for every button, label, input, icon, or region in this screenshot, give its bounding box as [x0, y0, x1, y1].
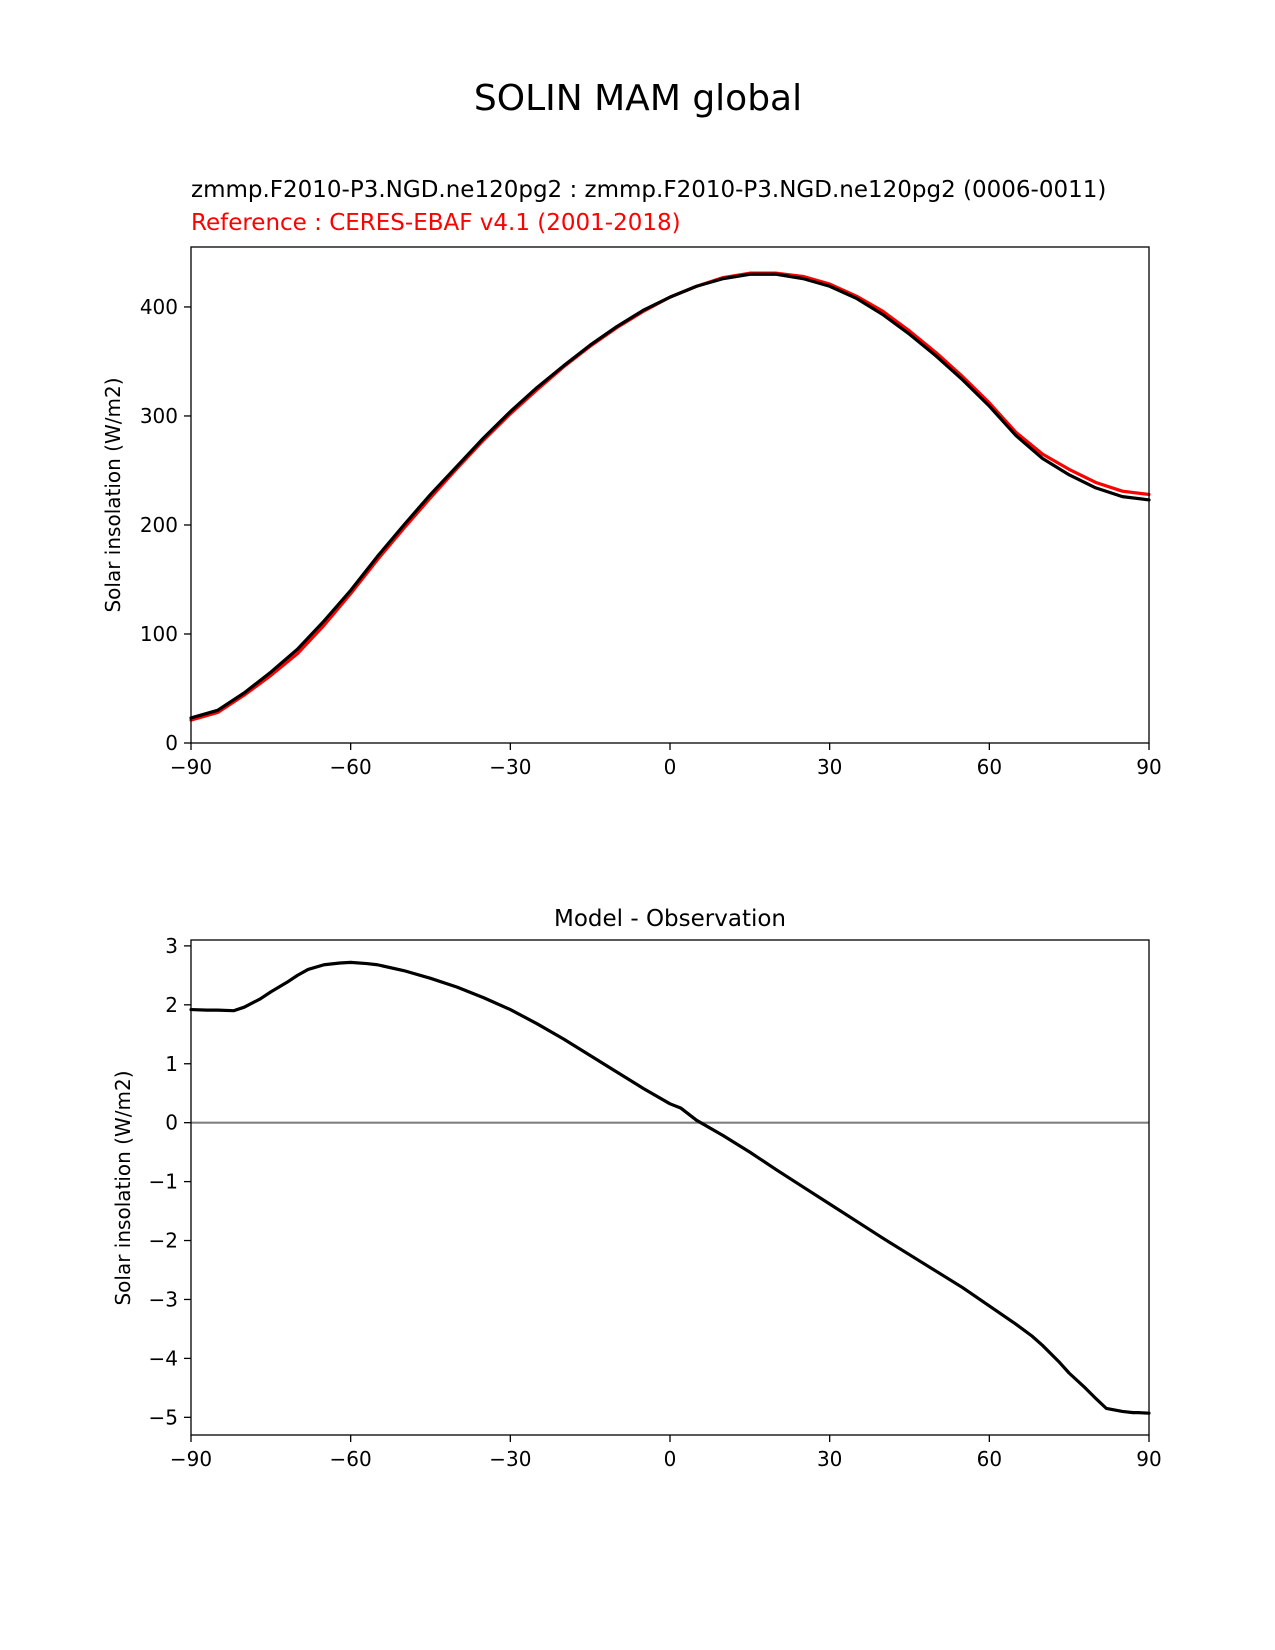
x-tick-label: 60 [977, 755, 1002, 779]
chart-top-xticks: −90 −60 −30 0 30 60 90 [170, 743, 1162, 779]
y-tick-label: 100 [140, 622, 178, 646]
y-tick-label: −1 [149, 1170, 178, 1194]
x-tick-label: −30 [489, 755, 531, 779]
x-tick-label: 0 [664, 755, 677, 779]
y-tick-label: 0 [165, 731, 178, 755]
x-tick-label: 30 [817, 1447, 842, 1471]
y-tick-label: 1 [165, 1052, 178, 1076]
chart-top-series [189, 271, 1151, 722]
x-tick-label: −90 [170, 755, 212, 779]
x-tick-label: 0 [664, 1447, 677, 1471]
chart-top-title-line1: zmmp.F2010-P3.NGD.ne120pg2 : zmmp.F2010-… [191, 177, 1106, 203]
x-tick-label: −60 [330, 755, 372, 779]
chart-top: zmmp.F2010-P3.NGD.ne120pg2 : zmmp.F2010-… [101, 177, 1162, 779]
series-line-1 [189, 272, 1151, 720]
y-tick-label: 3 [165, 934, 178, 958]
x-tick-label: 90 [1136, 1447, 1161, 1471]
chart-bottom-axes-frame [190, 939, 1150, 1436]
chart-top-title-line2: Reference : CERES-EBAF v4.1 (2001-2018) [191, 210, 681, 236]
y-tick-label: 200 [140, 513, 178, 537]
y-tick-label: 300 [140, 404, 178, 428]
chart-top-yticks: 0 100 200 300 400 [140, 295, 191, 755]
chart-bottom-yticks: 3 2 1 0 −1 −2 −3 −4 −5 [149, 934, 191, 1429]
y-tick-label: −2 [149, 1229, 178, 1253]
y-tick-label: −5 [149, 1405, 178, 1429]
x-tick-label: −60 [330, 1447, 372, 1471]
y-tick-label: −3 [149, 1287, 178, 1311]
y-tick-label: 2 [165, 993, 178, 1017]
chart-top-ylabel: Solar insolation (W/m2) [101, 377, 125, 612]
y-tick-label: 400 [140, 295, 178, 319]
x-tick-label: −30 [489, 1447, 531, 1471]
figure-suptitle: SOLIN MAM global [474, 78, 802, 119]
chart-top-axes-frame [190, 246, 1150, 744]
y-tick-label: −4 [149, 1346, 178, 1370]
x-tick-label: 90 [1136, 755, 1161, 779]
x-tick-label: 30 [817, 755, 842, 779]
x-tick-label: −90 [170, 1447, 212, 1471]
chart-bottom-xticks: −90 −60 −30 0 30 60 90 [170, 1435, 1162, 1471]
chart-bottom-ylabel: Solar insolation (W/m2) [111, 1070, 135, 1305]
chart-bottom: Model - Observation −90 −60 −30 0 30 60 90 321… [111, 906, 1162, 1471]
y-tick-label: 0 [165, 1111, 178, 1135]
series-line-0 [189, 960, 1151, 1415]
series-line-0 [189, 271, 1151, 722]
chart-bottom-series [189, 960, 1151, 1415]
chart-bottom-title: Model - Observation [554, 906, 786, 932]
x-tick-label: 60 [977, 1447, 1002, 1471]
